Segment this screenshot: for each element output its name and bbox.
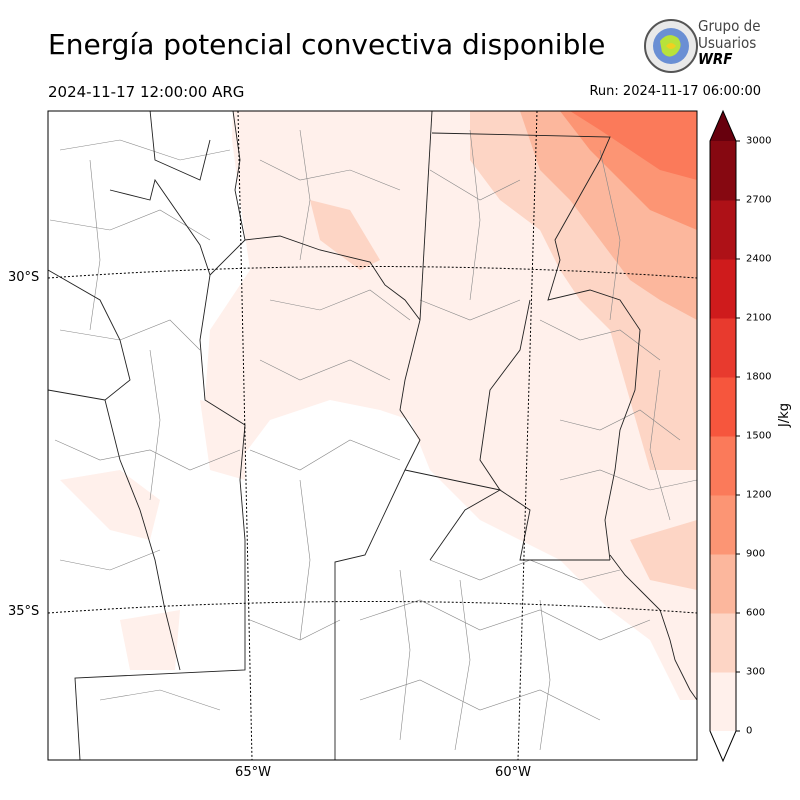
logo-line3: WRF <box>698 50 733 68</box>
colorbar-bin <box>710 554 736 614</box>
colorbar-bin <box>710 495 736 555</box>
colorbar-bin <box>710 377 736 437</box>
colorbar-under-extend <box>710 731 736 761</box>
valid-time: 2024-11-17 12:00:00 ARG <box>48 83 245 101</box>
colorbar-tick-label: 0 <box>746 725 753 737</box>
colorbar-tick-label: 600 <box>746 607 766 619</box>
colorbar-tick-label: 2100 <box>746 312 772 324</box>
colorbar-bin <box>710 436 736 496</box>
colorbar-tick-label: 300 <box>746 666 766 678</box>
map-frame <box>47 110 698 761</box>
lon-label-60w: 60°W <box>495 765 531 780</box>
colorbar-tick-label: 2700 <box>746 194 772 206</box>
colorbar-tick-label: 1200 <box>746 489 772 501</box>
colorbar-bin <box>710 200 736 260</box>
colorbar-bin <box>710 259 736 319</box>
colorbar-tick-label: 3000 <box>746 135 772 147</box>
logo-line1: Grupo de <box>698 17 761 35</box>
colorbar-over-extend <box>710 111 736 141</box>
colorbar-tick-label: 1500 <box>746 430 772 442</box>
province-boundaries <box>48 111 641 760</box>
colorbar-tick-label: 2400 <box>746 253 772 265</box>
colorbar-label: J/kg <box>777 403 792 427</box>
colorbar-bin <box>710 318 736 378</box>
lat-label-30s: 30°S <box>8 270 40 285</box>
wrf-logo <box>644 19 698 73</box>
page-title: Energía potencial convectiva disponible <box>48 28 606 61</box>
colorbar-tick-label: 1800 <box>746 371 772 383</box>
colorbar-bin <box>710 672 736 732</box>
colorbar-bin <box>710 613 736 673</box>
colorbar-bin <box>710 141 736 201</box>
coastline <box>609 554 697 701</box>
cape-field-1200 <box>570 111 697 180</box>
colorbar <box>709 109 740 763</box>
department-boundaries <box>49 129 697 751</box>
colorbar-tick-label: 900 <box>746 548 766 560</box>
lon-label-65w: 65°W <box>235 765 271 780</box>
lat-label-35s: 35°S <box>8 604 40 619</box>
logo-line2: Usuarios <box>698 34 757 52</box>
run-time: Run: 2024-11-17 06:00:00 <box>589 84 761 99</box>
graticule <box>48 111 697 760</box>
